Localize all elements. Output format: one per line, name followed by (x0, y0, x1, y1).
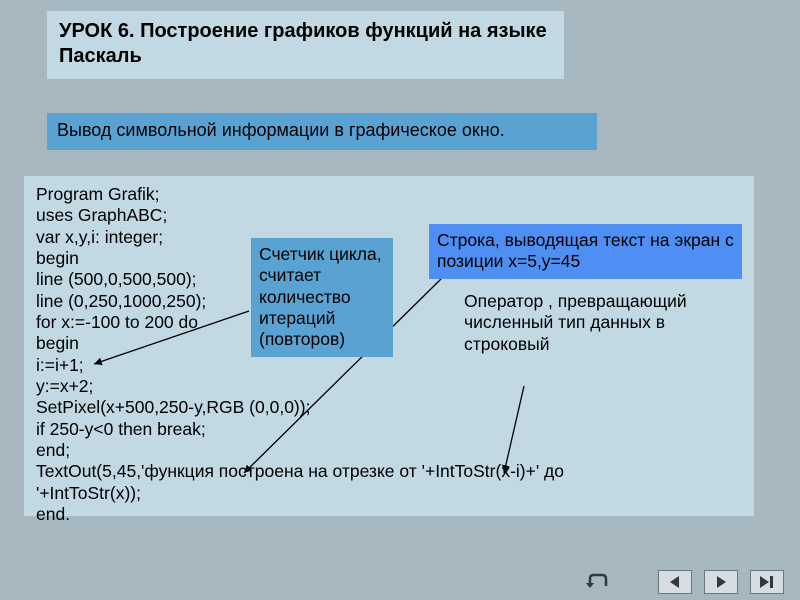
end-icon (758, 575, 776, 589)
callout-string: Строка, выводящая текст на экран с позиц… (429, 224, 742, 279)
return-icon (580, 570, 614, 594)
callout-operator: Оператор , превращающий численный тип да… (456, 285, 708, 361)
callout-counter: Счетчик цикла, считает количество итерац… (251, 238, 393, 357)
slide: { "title": "УРОК 6. Построение графиков … (0, 0, 800, 600)
code-panel: Program Grafik; uses GraphABC; var x,y,i… (24, 176, 754, 516)
lesson-subtitle: Вывод символьной информации в графическо… (47, 113, 597, 150)
lesson-title: УРОК 6. Построение графиков функций на я… (47, 11, 564, 79)
next-button[interactable] (704, 570, 738, 594)
nav-controls (658, 570, 784, 594)
prev-button[interactable] (658, 570, 692, 594)
next-icon (713, 575, 729, 589)
prev-icon (667, 575, 683, 589)
end-button[interactable] (750, 570, 784, 594)
